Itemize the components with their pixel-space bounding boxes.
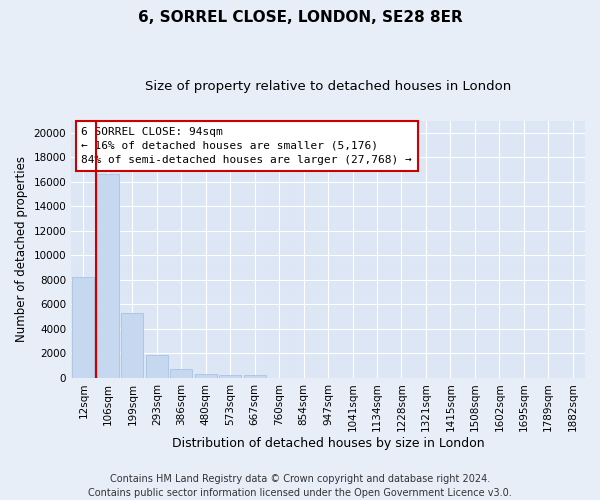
Text: 6 SORREL CLOSE: 94sqm
← 16% of detached houses are smaller (5,176)
84% of semi-d: 6 SORREL CLOSE: 94sqm ← 16% of detached … (82, 127, 412, 165)
X-axis label: Distribution of detached houses by size in London: Distribution of detached houses by size … (172, 437, 484, 450)
Bar (195, 374, 217, 378)
Bar (121, 313, 143, 378)
Bar (97, 174, 119, 378)
Text: 6, SORREL CLOSE, LONDON, SE28 8ER: 6, SORREL CLOSE, LONDON, SE28 8ER (137, 10, 463, 25)
Bar (146, 355, 168, 378)
Bar (219, 376, 241, 378)
Y-axis label: Number of detached properties: Number of detached properties (15, 156, 28, 342)
Bar (244, 374, 266, 378)
Text: Contains HM Land Registry data © Crown copyright and database right 2024.
Contai: Contains HM Land Registry data © Crown c… (88, 474, 512, 498)
Bar (170, 368, 192, 378)
Bar (73, 278, 94, 378)
Title: Size of property relative to detached houses in London: Size of property relative to detached ho… (145, 80, 511, 93)
